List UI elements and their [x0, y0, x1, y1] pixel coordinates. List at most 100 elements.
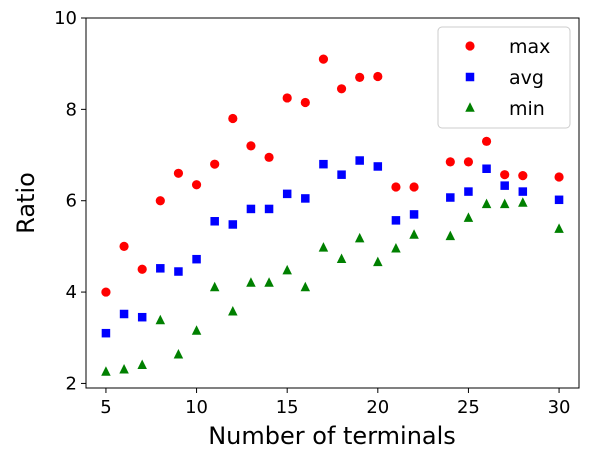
- avg-point: [301, 194, 310, 203]
- min-point: [264, 277, 274, 287]
- max-point: [246, 141, 256, 151]
- avg-point: [192, 254, 201, 264]
- y-tick-label: 2: [66, 373, 77, 394]
- max-point: [391, 182, 401, 192]
- max-point: [373, 71, 383, 82]
- max-point: [336, 84, 347, 94]
- legend-label-avg: avg: [509, 67, 544, 89]
- max-point: [282, 93, 292, 103]
- x-axis-label: Number of terminals: [208, 422, 456, 450]
- max-point: [191, 180, 202, 190]
- min-point: [137, 359, 147, 369]
- min-point: [354, 232, 365, 243]
- avg-point: [101, 328, 111, 338]
- min-point: [336, 253, 347, 263]
- avg-point: [210, 217, 219, 226]
- max-point: [355, 72, 365, 82]
- series-min: [101, 197, 564, 376]
- max-point: [101, 287, 111, 297]
- avg-point: [156, 264, 165, 273]
- avg-point: [391, 216, 401, 225]
- avg-point: [337, 170, 346, 179]
- plot-frame: [85, 17, 580, 389]
- max-point: [463, 157, 474, 167]
- legend-label-min: min: [509, 98, 545, 120]
- min-point: [246, 277, 256, 287]
- min-point: [282, 264, 292, 275]
- min-point: [554, 223, 564, 233]
- min-point: [409, 229, 419, 239]
- max-point: [481, 136, 492, 146]
- avg-point: [409, 210, 419, 219]
- min-point: [445, 230, 456, 241]
- max-point: [518, 170, 528, 181]
- series-max: [101, 54, 564, 297]
- min-point: [318, 242, 329, 252]
- max-point: [300, 97, 310, 108]
- legend-marker-avg: [465, 72, 475, 82]
- series-avg: [101, 156, 564, 338]
- max-point: [409, 182, 419, 192]
- min-point: [119, 364, 129, 374]
- max-point: [228, 113, 238, 124]
- max-point: [554, 172, 564, 182]
- min-point: [209, 281, 220, 292]
- x-tick-label: 15: [276, 397, 299, 418]
- max-point: [264, 152, 274, 162]
- axis-ticks: 5 10 15 20 25 30 2 4 6 8 10: [54, 8, 570, 418]
- avg-point: [137, 312, 147, 322]
- max-point: [119, 241, 129, 251]
- min-point: [300, 281, 311, 292]
- avg-point: [282, 189, 292, 199]
- max-point: [445, 157, 455, 167]
- avg-point: [355, 156, 364, 165]
- avg-point: [119, 309, 129, 319]
- min-point: [481, 198, 492, 209]
- x-tick-label: 10: [185, 397, 208, 418]
- max-point: [210, 159, 220, 169]
- x-tick-label: 30: [548, 397, 571, 418]
- x-tick-label: 20: [366, 397, 389, 418]
- legend: max avg min: [437, 26, 571, 129]
- avg-point: [174, 267, 183, 276]
- y-tick-label: 10: [54, 8, 77, 29]
- y-tick-label: 4: [66, 282, 77, 303]
- min-point: [518, 197, 528, 207]
- min-point: [373, 256, 383, 267]
- max-point: [155, 196, 165, 206]
- min-point: [391, 242, 401, 253]
- avg-point: [500, 181, 509, 190]
- avg-point: [482, 164, 491, 173]
- max-point: [500, 170, 510, 180]
- avg-point: [518, 187, 528, 196]
- data-points: [101, 54, 564, 376]
- min-point: [463, 212, 474, 222]
- min-point: [173, 348, 184, 359]
- avg-point: [246, 204, 256, 214]
- legend-item-max: max: [465, 36, 550, 58]
- avg-point: [319, 159, 328, 169]
- legend-item-avg: avg: [465, 67, 544, 89]
- legend-label-max: max: [509, 36, 550, 58]
- max-point: [173, 168, 184, 178]
- max-point: [318, 54, 329, 64]
- legend-marker-min: [465, 102, 475, 112]
- x-tick-label: 5: [100, 397, 111, 418]
- avg-point: [228, 220, 238, 229]
- y-tick-label: 6: [66, 191, 77, 212]
- min-point: [155, 314, 166, 325]
- avg-point: [373, 162, 383, 171]
- avg-point: [464, 187, 473, 196]
- min-point: [191, 325, 202, 335]
- avg-point: [264, 204, 274, 214]
- min-point: [101, 366, 111, 376]
- avg-point: [554, 195, 564, 205]
- y-tick-label: 8: [66, 99, 77, 120]
- x-tick-label: 25: [457, 397, 480, 418]
- avg-point: [446, 193, 455, 202]
- y-axis-label: Ratio: [12, 172, 40, 234]
- legend-box: [437, 26, 571, 129]
- min-point: [499, 198, 510, 209]
- legend-item-min: min: [465, 98, 545, 120]
